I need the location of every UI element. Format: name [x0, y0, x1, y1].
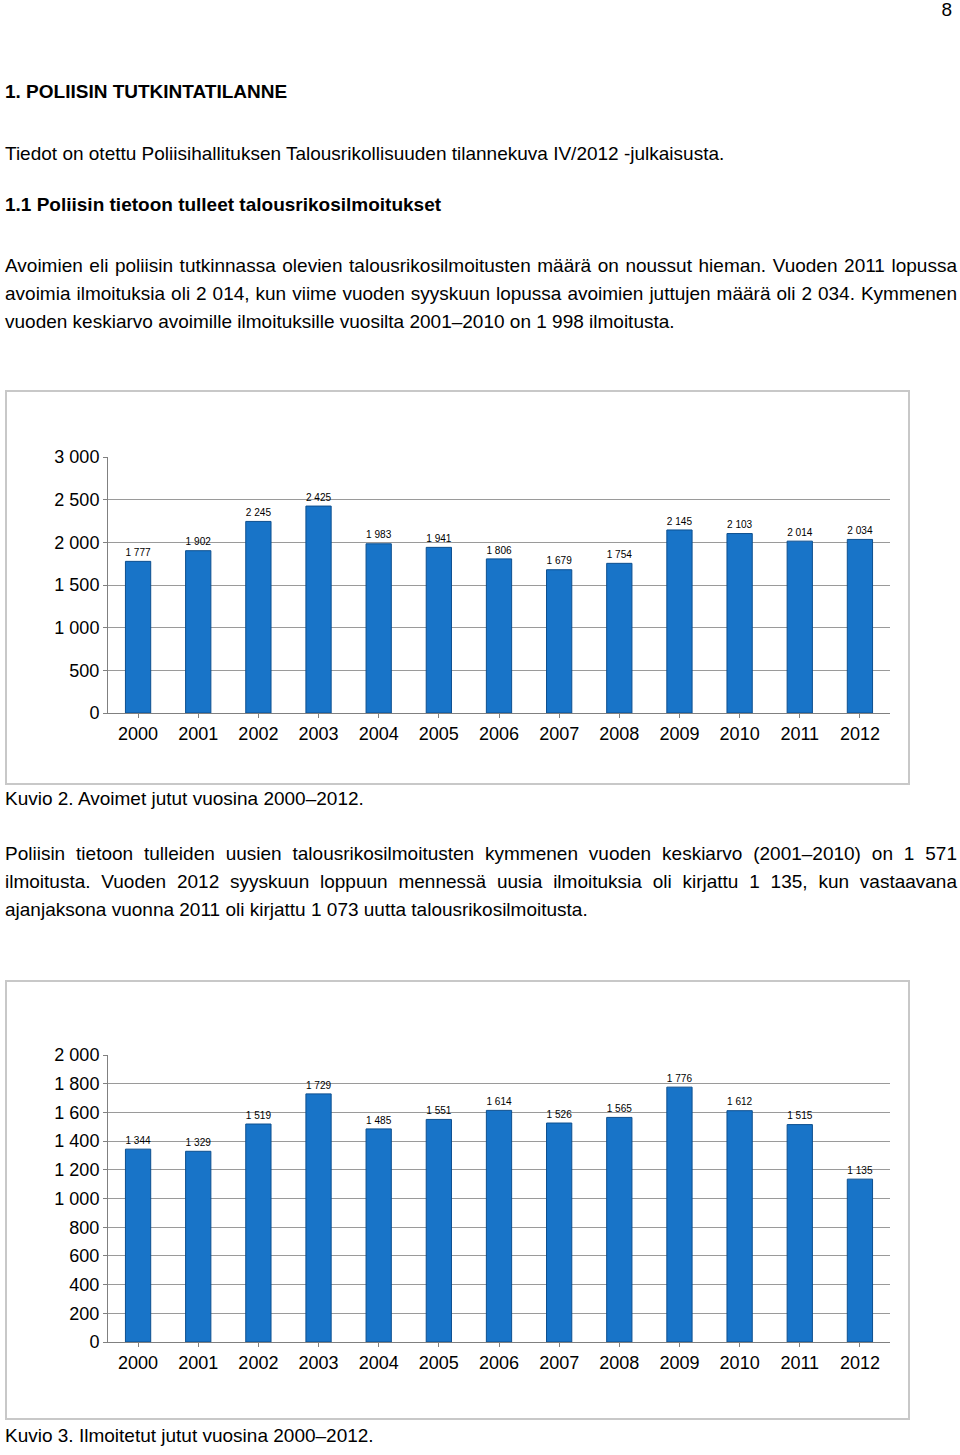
- svg-text:1 800: 1 800: [54, 1074, 99, 1094]
- svg-text:0: 0: [89, 1332, 99, 1352]
- svg-text:2 000: 2 000: [54, 533, 99, 553]
- svg-text:1 515: 1 515: [787, 1110, 813, 1121]
- svg-text:2 103: 2 103: [727, 519, 753, 530]
- svg-text:2010: 2010: [720, 724, 760, 744]
- svg-text:2 034: 2 034: [847, 525, 873, 536]
- svg-text:2012: 2012: [840, 724, 880, 744]
- svg-text:1 612: 1 612: [727, 1096, 753, 1107]
- svg-text:1 983: 1 983: [366, 529, 392, 540]
- html-text:8: 8: [941, 0, 952, 20]
- svg-text:2012: 2012: [840, 1353, 880, 1373]
- svg-text:2 145: 2 145: [667, 516, 693, 527]
- svg-text:2 245: 2 245: [246, 507, 272, 518]
- svg-text:2001: 2001: [178, 724, 218, 744]
- svg-text:1 519: 1 519: [246, 1110, 272, 1121]
- html-text:Poliisin tietoon tulleiden uus: Poliisin tietoon tulleiden uusien talous…: [5, 843, 957, 920]
- html-text:1.1 Poliisin tietoon tulleet t: 1.1 Poliisin tietoon tulleet talousrikos…: [5, 194, 441, 215]
- svg-text:200: 200: [69, 1304, 99, 1324]
- svg-text:1 329: 1 329: [186, 1137, 212, 1148]
- svg-text:1 400: 1 400: [54, 1131, 99, 1151]
- svg-text:1 614: 1 614: [486, 1096, 512, 1107]
- svg-text:2009: 2009: [659, 724, 699, 744]
- html-text:Kuvio 2. Avoimet jutut vuosina: Kuvio 2. Avoimet jutut vuosina 2000–2012…: [5, 788, 364, 809]
- svg-text:2005: 2005: [419, 724, 459, 744]
- svg-text:2000: 2000: [118, 724, 158, 744]
- html-text:Kuvio 3. Ilmoitetut jutut vuos: Kuvio 3. Ilmoitetut jutut vuosina 2000–2…: [5, 1425, 374, 1446]
- svg-text:2 000: 2 000: [54, 1045, 99, 1065]
- svg-text:400: 400: [69, 1275, 99, 1295]
- svg-text:1 526: 1 526: [547, 1109, 573, 1120]
- svg-text:1 776: 1 776: [667, 1073, 693, 1084]
- svg-text:800: 800: [69, 1218, 99, 1238]
- svg-text:1 551: 1 551: [426, 1105, 452, 1116]
- svg-text:1 200: 1 200: [54, 1160, 99, 1180]
- svg-text:1 806: 1 806: [486, 545, 512, 556]
- svg-text:3 000: 3 000: [54, 447, 99, 467]
- svg-text:1 000: 1 000: [54, 618, 99, 638]
- svg-text:600: 600: [69, 1246, 99, 1266]
- svg-text:0: 0: [89, 703, 99, 723]
- svg-text:2009: 2009: [659, 1353, 699, 1373]
- svg-text:2006: 2006: [479, 1353, 519, 1373]
- svg-text:1 135: 1 135: [847, 1165, 873, 1176]
- svg-text:1 000: 1 000: [54, 1189, 99, 1209]
- svg-text:1 777: 1 777: [125, 547, 151, 558]
- svg-text:1 565: 1 565: [607, 1103, 633, 1114]
- svg-text:2 500: 2 500: [54, 490, 99, 510]
- svg-text:2010: 2010: [720, 1353, 760, 1373]
- svg-text:2008: 2008: [599, 1353, 639, 1373]
- svg-text:2004: 2004: [359, 724, 399, 744]
- svg-text:2002: 2002: [238, 724, 278, 744]
- svg-text:2007: 2007: [539, 1353, 579, 1373]
- svg-text:1 729: 1 729: [306, 1080, 332, 1091]
- svg-text:1 941: 1 941: [426, 533, 452, 544]
- svg-text:2005: 2005: [419, 1353, 459, 1373]
- svg-text:500: 500: [69, 661, 99, 681]
- svg-text:1 485: 1 485: [366, 1115, 392, 1126]
- svg-text:2 425: 2 425: [306, 492, 332, 503]
- svg-text:2011: 2011: [780, 1353, 819, 1373]
- svg-text:1 902: 1 902: [186, 536, 212, 547]
- svg-text:2006: 2006: [479, 724, 519, 744]
- svg-text:1 754: 1 754: [607, 549, 633, 560]
- html-text:Tiedot on otettu Poliisihallit: Tiedot on otettu Poliisihallituksen Talo…: [5, 143, 725, 164]
- svg-text:2001: 2001: [178, 1353, 218, 1373]
- svg-text:2002: 2002: [238, 1353, 278, 1373]
- svg-text:2003: 2003: [299, 1353, 339, 1373]
- svg-text:2004: 2004: [359, 1353, 399, 1373]
- svg-text:1 500: 1 500: [54, 575, 99, 595]
- svg-text:1 600: 1 600: [54, 1103, 99, 1123]
- html-text:Avoimien eli poliisin tutkinna: Avoimien eli poliisin tutkinnassa olevie…: [5, 255, 957, 332]
- svg-text:2 014: 2 014: [787, 527, 813, 538]
- html-text:1. POLIISIN TUTKINTATILANNE: 1. POLIISIN TUTKINTATILANNE: [5, 81, 288, 102]
- svg-text:1 679: 1 679: [547, 555, 573, 566]
- svg-text:2003: 2003: [299, 724, 339, 744]
- svg-text:2000: 2000: [118, 1353, 158, 1373]
- svg-text:2011: 2011: [780, 724, 819, 744]
- svg-text:2007: 2007: [539, 724, 579, 744]
- svg-text:2008: 2008: [599, 724, 639, 744]
- svg-text:1 344: 1 344: [125, 1135, 151, 1146]
